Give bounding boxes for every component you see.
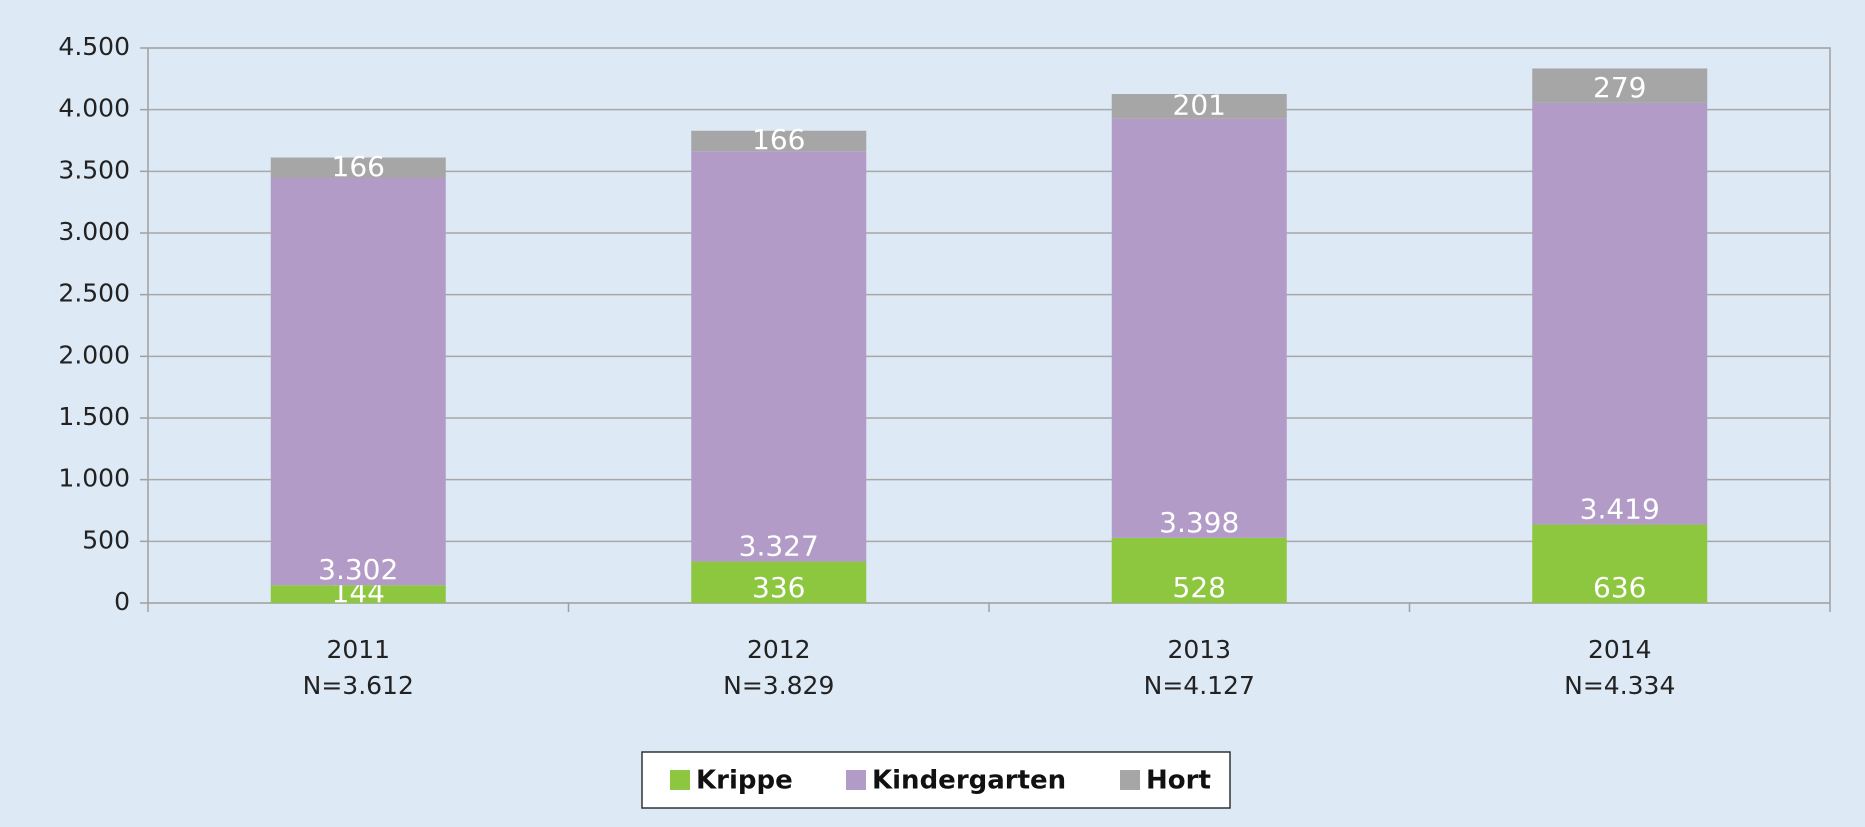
data-label: 3.419 bbox=[1580, 493, 1660, 526]
bar-segment bbox=[270, 585, 446, 603]
x-tick-label: 2011 bbox=[326, 635, 390, 664]
data-label: 636 bbox=[1593, 571, 1646, 604]
bar-segment bbox=[1532, 102, 1708, 525]
y-tick-label: 2.000 bbox=[58, 340, 130, 369]
bar-segment bbox=[691, 151, 867, 562]
legend-label: Kindergarten bbox=[872, 766, 1066, 796]
x-tick-sublabel: N=3.829 bbox=[723, 671, 834, 700]
data-label: 528 bbox=[1173, 571, 1226, 604]
data-label: 201 bbox=[1173, 88, 1226, 121]
legend-label: Krippe bbox=[696, 766, 793, 796]
legend-swatch bbox=[846, 770, 866, 790]
data-label: 336 bbox=[752, 571, 805, 604]
bar-segment bbox=[1111, 94, 1287, 119]
data-label: 166 bbox=[332, 150, 385, 183]
x-tick-label: 2012 bbox=[747, 635, 811, 664]
bar-segment bbox=[691, 561, 867, 603]
bar-segment bbox=[270, 157, 446, 178]
data-label: 3.302 bbox=[318, 553, 398, 586]
legend-swatch bbox=[670, 770, 690, 790]
legend-swatch bbox=[1120, 770, 1140, 790]
y-tick-label: 0 bbox=[114, 587, 130, 616]
x-tick-label: 2013 bbox=[1167, 635, 1231, 664]
y-tick-label: 4.500 bbox=[58, 32, 130, 61]
bar-segment bbox=[270, 177, 446, 586]
bar-segment bbox=[1111, 118, 1287, 538]
y-tick-label: 2.500 bbox=[58, 279, 130, 308]
bar-segment bbox=[1532, 524, 1708, 603]
y-tick-label: 500 bbox=[82, 525, 130, 554]
x-tick-sublabel: N=4.127 bbox=[1144, 671, 1255, 700]
y-tick-label: 4.000 bbox=[58, 94, 130, 123]
x-tick-sublabel: N=4.334 bbox=[1564, 671, 1675, 700]
bar-segment bbox=[1532, 68, 1708, 103]
y-tick-label: 1.500 bbox=[58, 402, 130, 431]
legend-label: Hort bbox=[1146, 766, 1211, 796]
bar-segment bbox=[691, 130, 867, 152]
data-label: 3.398 bbox=[1159, 506, 1239, 539]
y-tick-label: 3.000 bbox=[58, 217, 130, 246]
data-label: 166 bbox=[752, 123, 805, 156]
x-tick-sublabel: N=3.612 bbox=[303, 671, 414, 700]
data-label: 3.327 bbox=[739, 530, 819, 563]
bar-segment bbox=[1111, 537, 1287, 603]
x-tick-label: 2014 bbox=[1588, 635, 1652, 664]
data-label: 279 bbox=[1593, 71, 1646, 104]
y-tick-label: 1.000 bbox=[58, 464, 130, 493]
y-tick-label: 3.500 bbox=[58, 155, 130, 184]
